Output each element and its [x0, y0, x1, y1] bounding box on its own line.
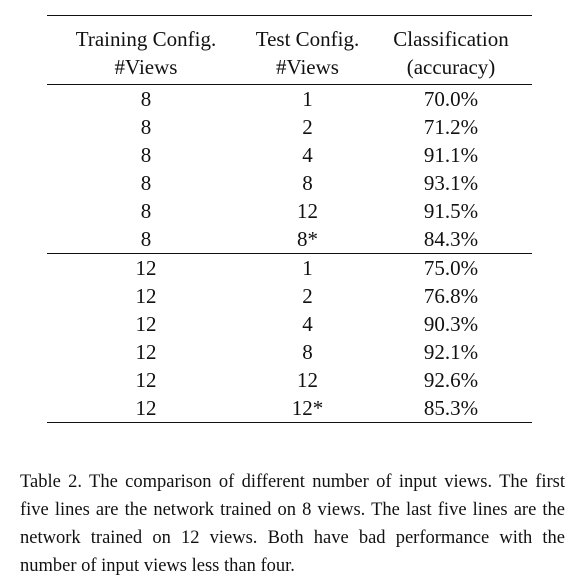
cell-train-views: 12: [135, 312, 157, 336]
cell-accuracy: 93.1%: [423, 171, 479, 195]
table-row: 8 1 70.0%: [47, 84, 532, 114]
header-row-1: Training Config. Test Config. Classifica…: [47, 15, 532, 54]
cell-train-views: 8: [140, 227, 152, 251]
cell-train-views: 12: [135, 396, 157, 420]
cell-train-views: 12: [135, 340, 157, 364]
table-row: 8 2 71.2%: [47, 113, 532, 141]
cell-train-views: 12: [135, 284, 157, 308]
table-row: 12 12* 85.3%: [47, 394, 532, 423]
cell-train-views: 8: [140, 171, 152, 195]
header-test-views: #Views: [276, 55, 339, 79]
cell-train-views: 8: [140, 115, 152, 139]
cell-accuracy: 85.3%: [423, 396, 479, 420]
table-row: 8 8* 84.3%: [47, 225, 532, 254]
table-row: 8 4 91.1%: [47, 141, 532, 169]
cell-test-views: 1: [302, 256, 313, 280]
table-row: 12 12 92.6%: [47, 366, 532, 394]
table-caption: Table 2. The comparison of different num…: [20, 471, 565, 576]
cell-test-views: 2: [302, 115, 313, 139]
cell-train-views: 8: [140, 87, 152, 111]
cell-train-views: 12: [135, 256, 157, 280]
header-classification: Classification: [393, 27, 509, 51]
header-row-2: #Views #Views (accuracy): [47, 53, 532, 85]
cell-accuracy: 84.3%: [423, 227, 479, 251]
results-table-container: Training Config. Test Config. Classifica…: [47, 15, 532, 423]
cell-test-views: 12*: [291, 396, 324, 420]
cell-accuracy: 92.1%: [423, 340, 479, 364]
table-row: 8 12 91.5%: [47, 197, 532, 225]
header-training-config: Training Config.: [75, 27, 217, 51]
cell-accuracy: 76.8%: [423, 284, 479, 308]
cell-test-views: 8: [302, 340, 313, 364]
cell-test-views: 8: [302, 171, 313, 195]
cell-train-views: 8: [140, 143, 152, 167]
table-header: Training Config. Test Config. Classifica…: [47, 15, 532, 85]
cell-train-views: 8: [140, 199, 152, 223]
cell-accuracy: 91.5%: [423, 199, 479, 223]
cell-test-views: 1: [302, 87, 313, 111]
cell-test-views: 8*: [297, 227, 318, 251]
cell-accuracy: 71.2%: [423, 115, 479, 139]
table-row: 12 1 75.0%: [47, 253, 532, 283]
cell-accuracy: 90.3%: [423, 312, 479, 336]
cell-accuracy: 92.6%: [423, 368, 479, 392]
header-training-views: #Views: [114, 55, 178, 79]
cell-test-views: 4: [302, 143, 313, 167]
cell-accuracy: 70.0%: [423, 87, 479, 111]
cell-accuracy: 75.0%: [423, 256, 479, 280]
group-12-views: 12 1 75.0% 12 2 76.8% 12 4 90.3% 12 8 92…: [47, 253, 532, 423]
cell-test-views: 2: [302, 284, 313, 308]
group-8-views: 8 1 70.0% 8 2 71.2% 8 4 91.1% 8 8 93.1% …: [47, 84, 532, 254]
header-accuracy: (accuracy): [406, 55, 496, 79]
cell-accuracy: 91.1%: [423, 143, 479, 167]
table-row: 12 2 76.8%: [47, 282, 532, 310]
cell-test-views: 4: [302, 312, 313, 336]
table-row: 12 4 90.3%: [47, 310, 532, 338]
cell-test-views: 12: [297, 368, 318, 392]
header-test-config: Test Config.: [255, 27, 360, 51]
table-row: 12 8 92.1%: [47, 338, 532, 366]
cell-test-views: 12: [297, 199, 318, 223]
cell-train-views: 12: [135, 368, 157, 392]
table-row: 8 8 93.1%: [47, 169, 532, 197]
results-table: Training Config. Test Config. Classifica…: [47, 15, 532, 423]
